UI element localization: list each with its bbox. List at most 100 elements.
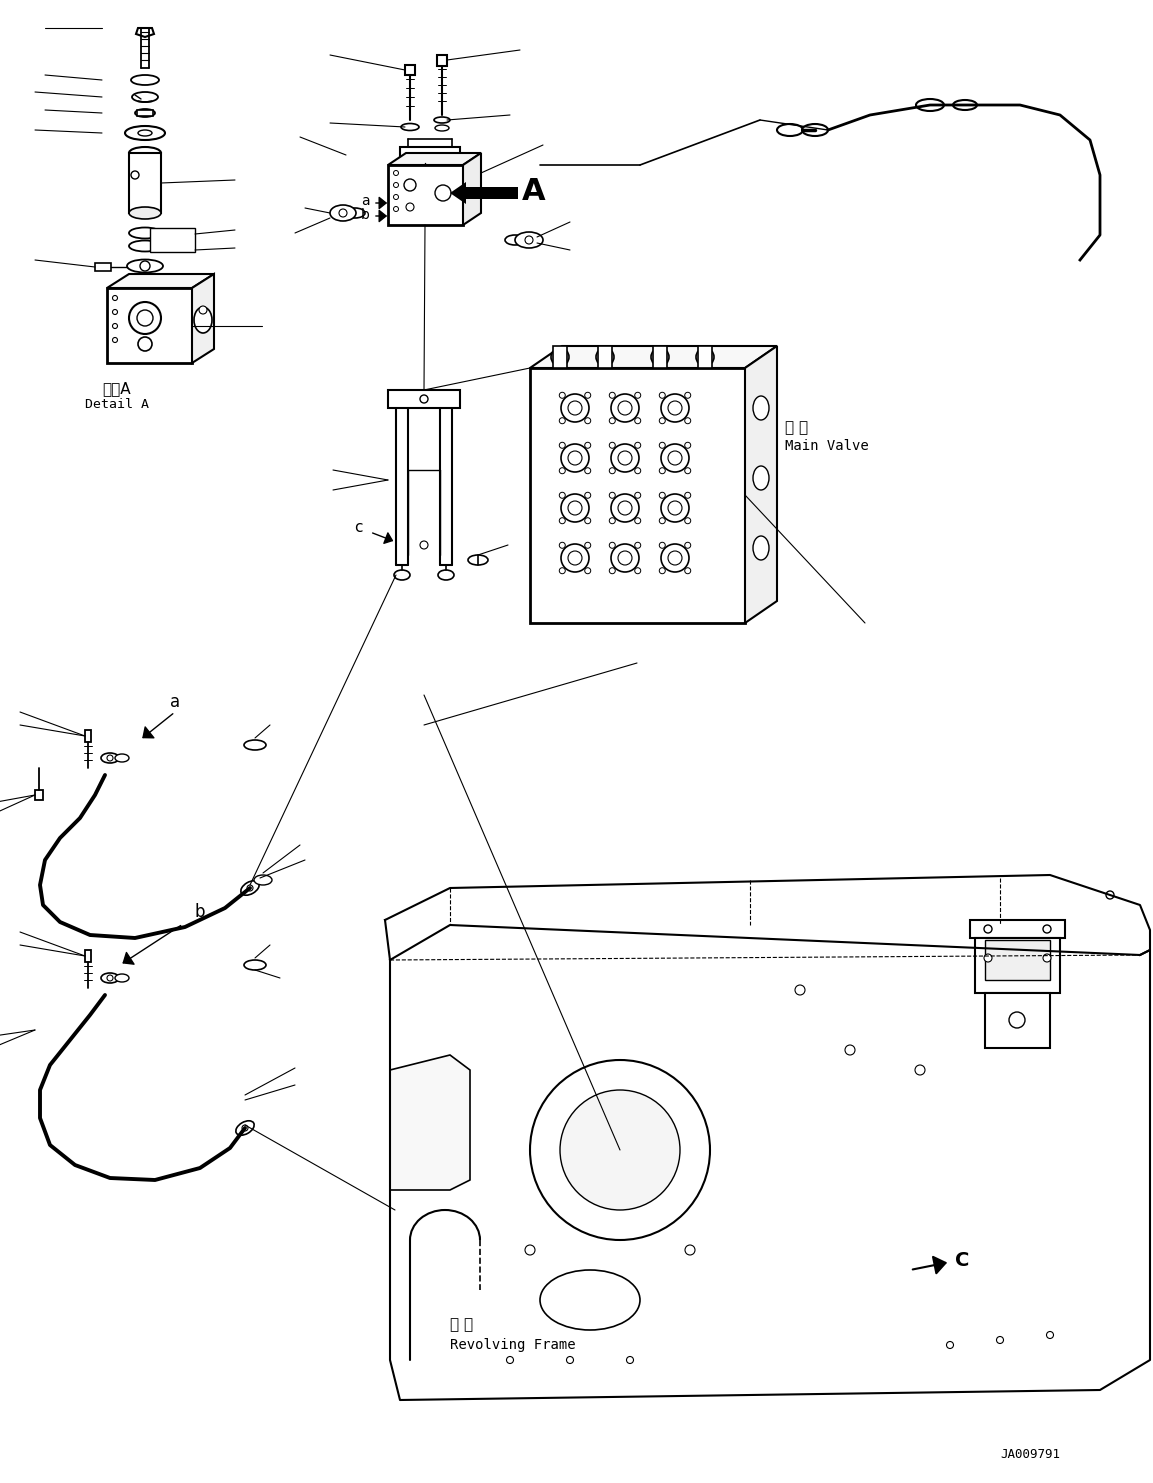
Circle shape [635,418,641,424]
Circle shape [668,552,683,565]
Ellipse shape [434,117,450,123]
Ellipse shape [138,131,152,136]
Circle shape [585,568,590,574]
Ellipse shape [125,126,165,139]
Circle shape [420,541,428,549]
Ellipse shape [194,307,212,334]
Text: Revolving Frame: Revolving Frame [450,1338,575,1352]
Bar [107,288,193,363]
Circle shape [131,171,140,179]
Circle shape [525,1246,535,1255]
Circle shape [393,206,399,212]
Circle shape [562,394,589,423]
Bar [530,368,745,623]
Text: 详图A: 详图A [103,381,131,396]
Circle shape [609,568,616,574]
Circle shape [568,501,582,515]
Circle shape [609,543,616,549]
Text: JA009791: JA009791 [1000,1449,1060,1462]
Text: Detail A: Detail A [85,397,149,411]
Bar [985,994,1050,1048]
Circle shape [984,925,992,933]
Circle shape [393,194,399,200]
Bar [985,940,1050,980]
Ellipse shape [954,99,977,110]
Circle shape [915,1065,925,1075]
Circle shape [660,568,665,574]
Circle shape [984,954,992,962]
Circle shape [559,467,565,473]
Circle shape [140,261,150,271]
Circle shape [435,185,451,202]
Circle shape [107,974,113,980]
Ellipse shape [101,973,119,983]
Circle shape [660,442,665,448]
Ellipse shape [101,753,119,762]
Circle shape [668,400,683,415]
Circle shape [420,394,428,403]
Ellipse shape [394,569,410,580]
Ellipse shape [244,740,266,750]
Ellipse shape [753,535,769,561]
Circle shape [339,209,347,217]
Circle shape [660,418,665,424]
Ellipse shape [345,208,366,218]
Circle shape [845,1046,856,1054]
Circle shape [609,418,616,424]
Polygon shape [405,65,415,76]
Circle shape [585,418,590,424]
Circle shape [1043,925,1052,933]
Ellipse shape [401,123,419,131]
Circle shape [199,305,208,314]
Circle shape [247,885,253,891]
Circle shape [611,443,639,472]
Circle shape [668,501,683,515]
Ellipse shape [254,875,272,885]
Ellipse shape [129,208,161,219]
Bar [150,228,195,252]
Ellipse shape [505,234,525,245]
Polygon shape [389,153,481,165]
Circle shape [562,494,589,522]
Circle shape [611,544,639,572]
Circle shape [559,492,565,498]
Text: b: b [195,903,205,921]
Circle shape [651,349,669,366]
Circle shape [585,467,590,473]
Ellipse shape [753,466,769,489]
Circle shape [635,442,641,448]
Bar [389,165,464,225]
Circle shape [568,400,582,415]
Bar [975,939,1060,994]
Circle shape [609,393,616,399]
Text: Main Valve: Main Valve [785,439,868,452]
Text: b: b [361,208,370,222]
Ellipse shape [438,569,454,580]
Circle shape [635,518,641,523]
Circle shape [626,1357,633,1363]
Circle shape [609,442,616,448]
Ellipse shape [236,1121,254,1134]
Circle shape [506,1357,513,1363]
Polygon shape [389,390,460,408]
Circle shape [660,543,665,549]
Circle shape [559,442,565,448]
Polygon shape [193,274,214,363]
Circle shape [1009,1011,1025,1028]
Circle shape [585,492,590,498]
Ellipse shape [115,974,129,982]
Circle shape [685,492,691,498]
Circle shape [525,236,533,245]
Polygon shape [745,346,777,623]
Circle shape [568,451,582,466]
Polygon shape [137,110,153,116]
Bar [95,262,111,271]
Circle shape [1047,1332,1054,1339]
Circle shape [530,1060,710,1240]
Polygon shape [653,346,666,368]
Circle shape [113,310,118,314]
Circle shape [559,393,565,399]
Bar [129,153,161,214]
Polygon shape [85,951,91,962]
Circle shape [661,443,689,472]
